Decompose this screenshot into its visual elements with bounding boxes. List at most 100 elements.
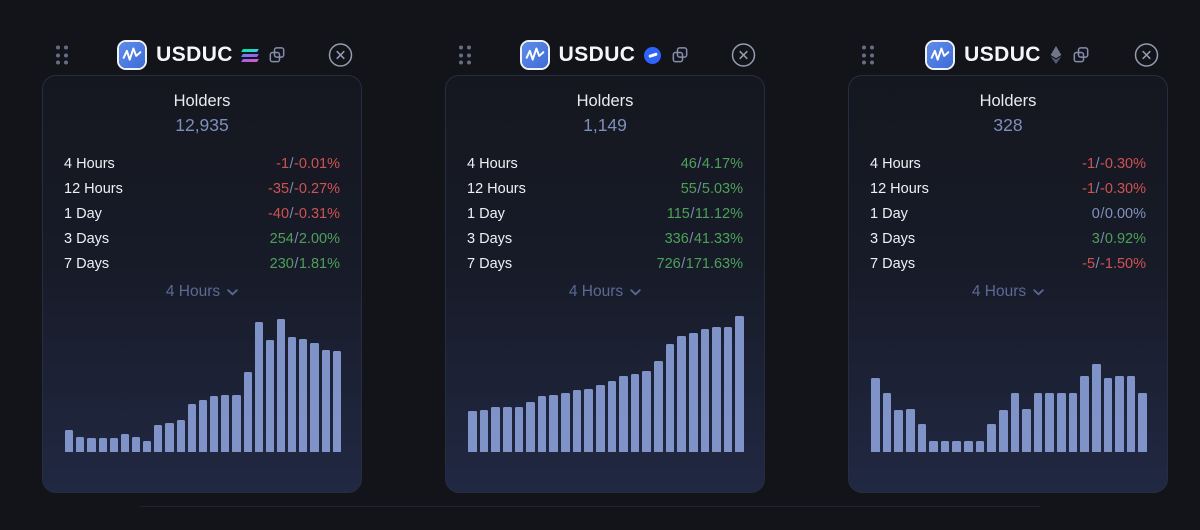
metric-label: Holders bbox=[576, 92, 634, 110]
chart-bar bbox=[468, 411, 477, 452]
widget-header: USDUC bbox=[848, 38, 1168, 72]
chart-bar bbox=[1010, 393, 1020, 452]
token-ticker: USDUC bbox=[964, 43, 1041, 66]
close-widget-button[interactable] bbox=[730, 42, 757, 69]
chart-bar bbox=[310, 342, 319, 452]
copy-address-button[interactable] bbox=[267, 45, 287, 65]
chart-bar bbox=[595, 384, 605, 452]
chart-bar bbox=[998, 410, 1008, 452]
timeframe-dropdown[interactable]: 4 Hours bbox=[849, 283, 1167, 301]
stat-value: 230/1.81% bbox=[269, 255, 340, 272]
chart-bar bbox=[735, 316, 744, 452]
chart-bar bbox=[221, 394, 230, 452]
token-ticker: USDUC bbox=[558, 43, 636, 66]
timeframe-label: 4 Hours bbox=[165, 283, 221, 300]
chart-bar bbox=[572, 390, 582, 452]
chart-bar bbox=[537, 396, 547, 452]
stat-label: 3 Days bbox=[467, 230, 513, 247]
chart-bar bbox=[1033, 393, 1043, 452]
close-icon bbox=[1134, 43, 1159, 67]
solana-icon bbox=[240, 48, 259, 62]
metric-label: Holders bbox=[979, 92, 1037, 110]
chart-bar bbox=[143, 440, 152, 452]
holders-change-table: 4 Hours -1/-0.30% 12 Hours -1/-0.30% 1 D… bbox=[870, 151, 1146, 276]
timeframe-dropdown[interactable]: 4 Hours bbox=[446, 283, 764, 301]
chart-bar bbox=[176, 419, 185, 452]
stat-row: 12 Hours -35/-0.27% bbox=[64, 176, 340, 201]
chart-bar bbox=[243, 372, 252, 452]
drag-handle-icon[interactable] bbox=[56, 45, 68, 65]
chart-bar bbox=[1022, 408, 1031, 452]
holders-card: Holders 1,149 4 Hours 46/4.17% 12 Hours … bbox=[445, 75, 765, 493]
chart-bar bbox=[630, 373, 640, 452]
chart-bar bbox=[1057, 393, 1066, 452]
stat-value: -1/-0.30% bbox=[1082, 180, 1146, 197]
chart-bar bbox=[677, 335, 686, 452]
stat-row: 12 Hours -1/-0.30% bbox=[870, 176, 1146, 201]
chart-bar bbox=[688, 333, 698, 452]
token-ticker: USDUC bbox=[156, 43, 233, 66]
drag-handle-icon[interactable] bbox=[459, 45, 471, 65]
chevron-down-icon bbox=[630, 288, 641, 296]
chart-bar bbox=[1138, 393, 1147, 452]
close-icon bbox=[328, 43, 353, 67]
chart-bar bbox=[514, 407, 524, 452]
holders-bar-chart bbox=[65, 312, 341, 452]
chart-bar bbox=[1091, 363, 1101, 452]
bottom-divider bbox=[140, 506, 1040, 507]
stat-value: 254/2.00% bbox=[269, 230, 340, 247]
copy-icon bbox=[269, 47, 285, 63]
chart-bar bbox=[210, 396, 219, 452]
stat-row: 4 Hours 46/4.17% bbox=[467, 151, 743, 176]
stat-value: 46/4.17% bbox=[680, 155, 743, 172]
chart-bar bbox=[917, 424, 927, 452]
chart-bar bbox=[607, 380, 617, 452]
chart-bar bbox=[940, 440, 950, 452]
widget-header: USDUC bbox=[445, 38, 765, 72]
timeframe-label: 4 Hours bbox=[971, 283, 1027, 300]
copy-icon bbox=[1073, 47, 1089, 63]
chart-bar bbox=[76, 436, 85, 452]
stat-value: -35/-0.27% bbox=[268, 180, 340, 197]
chart-bar bbox=[665, 344, 675, 452]
chart-bar bbox=[299, 338, 308, 452]
token-widget: USDUC Holders 328 4 Hours -1/-0.30% bbox=[848, 38, 1168, 493]
chart-bar bbox=[98, 438, 107, 452]
stat-row: 1 Day 0/0.00% bbox=[870, 201, 1146, 226]
widget-header: USDUC bbox=[42, 38, 362, 72]
chart-bar bbox=[987, 424, 996, 452]
token-identity: USDUC bbox=[519, 40, 691, 70]
drag-handle-icon[interactable] bbox=[862, 45, 874, 65]
stat-label: 7 Days bbox=[467, 255, 513, 272]
chart-bar bbox=[165, 422, 174, 452]
chart-bar bbox=[1068, 393, 1078, 452]
chart-bar bbox=[187, 404, 196, 452]
chart-bar bbox=[871, 377, 880, 452]
chart-bar bbox=[894, 410, 903, 452]
holders-card: Holders 328 4 Hours -1/-0.30% 12 Hours -… bbox=[848, 75, 1168, 493]
close-widget-button[interactable] bbox=[1133, 42, 1160, 69]
copy-address-button[interactable] bbox=[670, 45, 690, 65]
stat-label: 4 Hours bbox=[467, 155, 518, 172]
timeframe-dropdown[interactable]: 4 Hours bbox=[43, 283, 361, 301]
chart-bar bbox=[654, 361, 663, 452]
copy-icon bbox=[672, 47, 688, 63]
stat-row: 12 Hours 55/5.03% bbox=[467, 176, 743, 201]
chart-bar bbox=[700, 328, 710, 452]
stat-value: 55/5.03% bbox=[680, 180, 743, 197]
stat-row: 1 Day -40/-0.31% bbox=[64, 201, 340, 226]
copy-address-button[interactable] bbox=[1071, 45, 1091, 65]
stat-label: 4 Hours bbox=[870, 155, 921, 172]
stat-value: 336/41.33% bbox=[664, 230, 743, 247]
stat-label: 1 Day bbox=[467, 205, 505, 222]
holders-count: 12,935 bbox=[175, 115, 229, 135]
chart-bar bbox=[131, 436, 141, 452]
close-widget-button[interactable] bbox=[327, 42, 354, 69]
chart-bar bbox=[526, 401, 535, 452]
chart-bar bbox=[712, 327, 721, 452]
stat-row: 7 Days -5/-1.50% bbox=[870, 251, 1146, 276]
chart-bar bbox=[619, 376, 628, 452]
token-identity: USDUC bbox=[925, 40, 1091, 70]
stat-label: 7 Days bbox=[870, 255, 916, 272]
token-widget: USDUC Holders 1,149 4 Hours 46/4.17% 12 … bbox=[445, 38, 765, 493]
